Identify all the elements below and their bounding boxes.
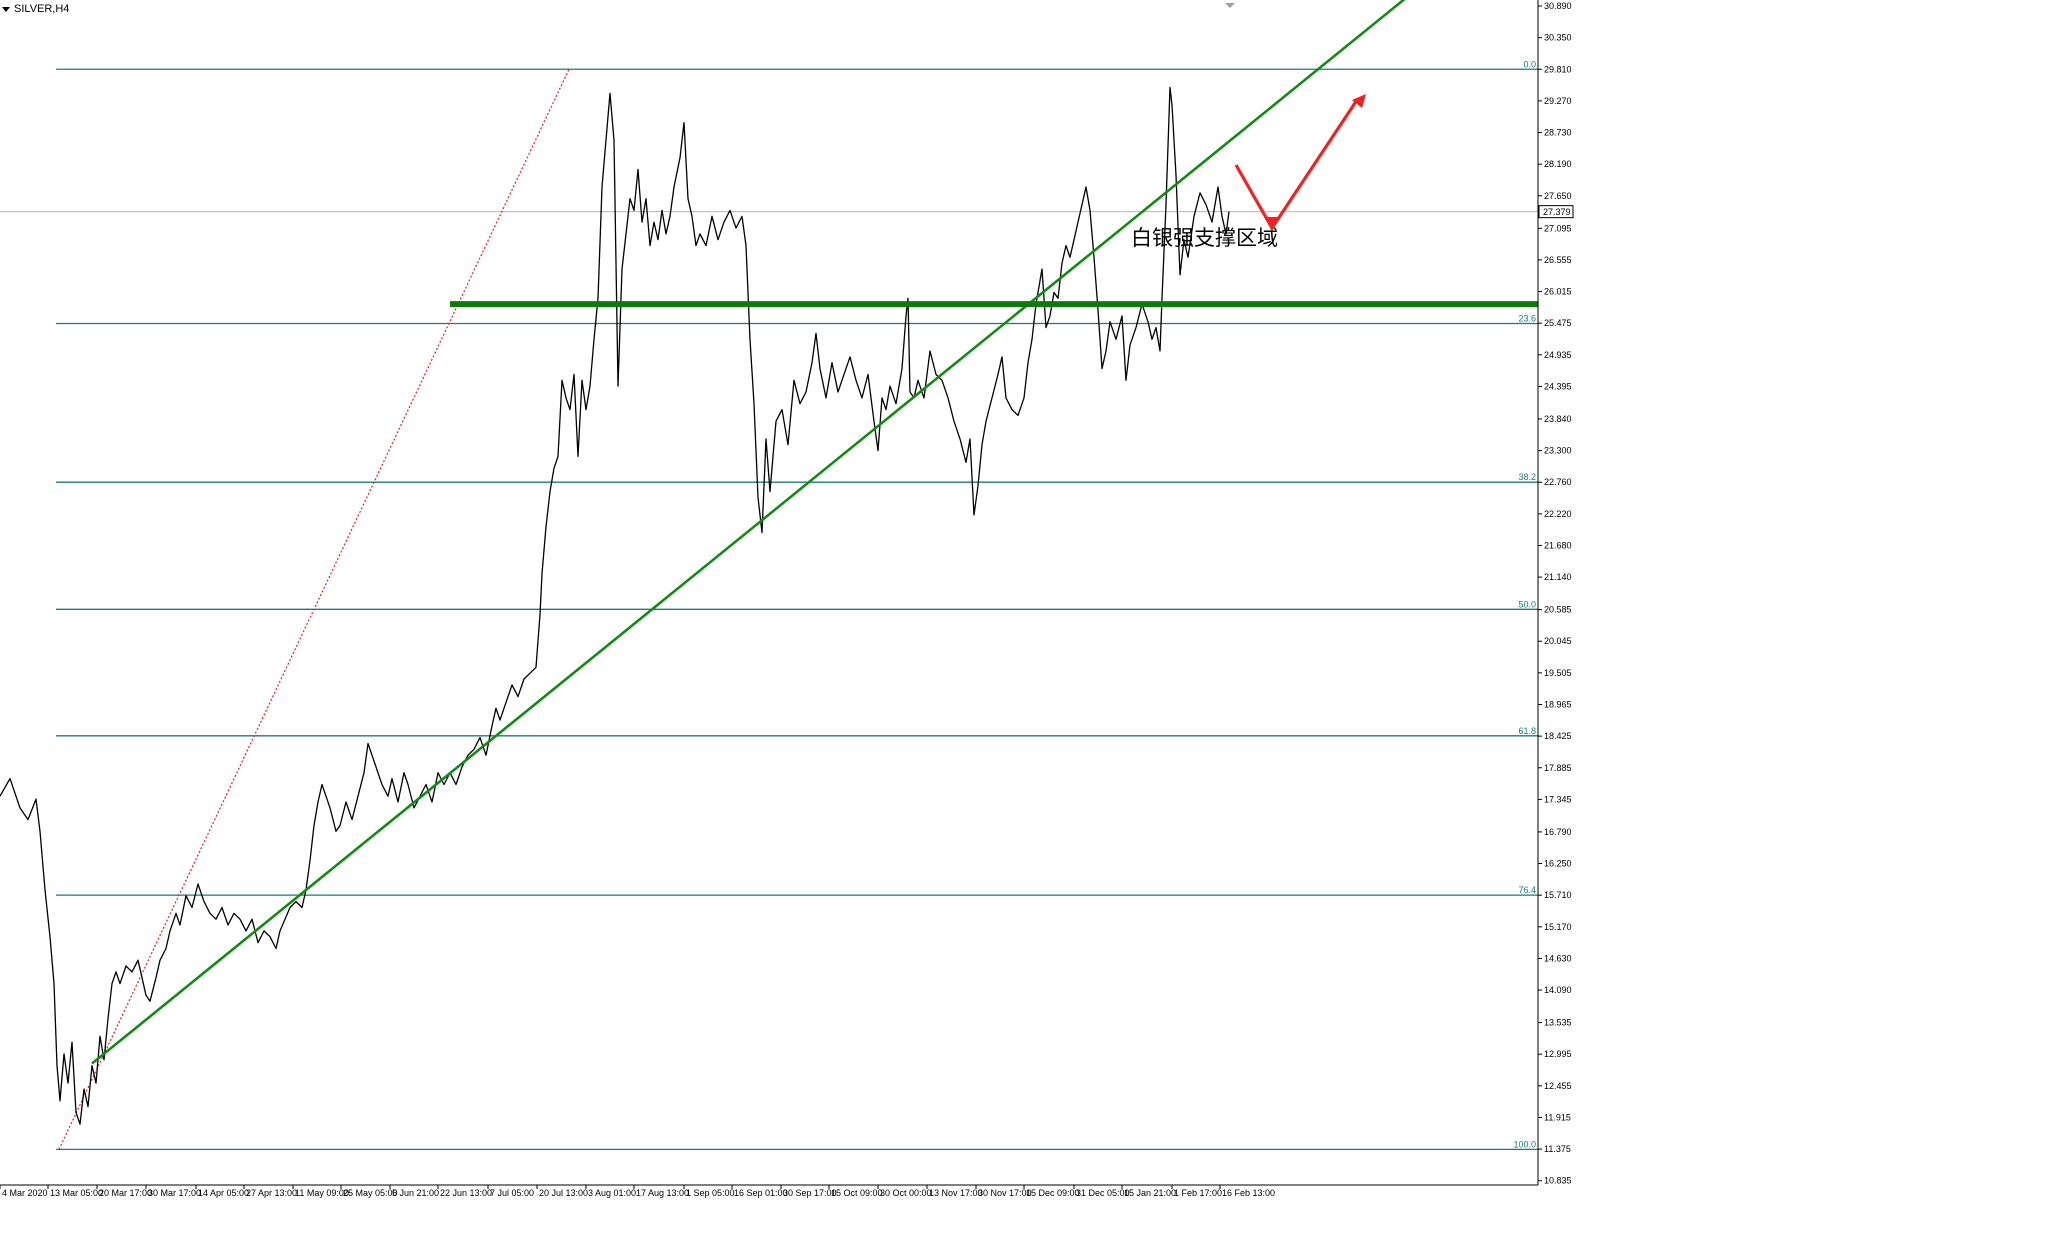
price-tick-label: 28.190 bbox=[1544, 159, 1572, 169]
price-tick-label: 12.995 bbox=[1544, 1049, 1572, 1059]
time-tick-label: 25 May 05:00 bbox=[343, 1188, 398, 1198]
time-tick-label: 30 Nov 17:00 bbox=[978, 1188, 1032, 1198]
time-tick-label: 4 Mar 2020 bbox=[2, 1188, 48, 1198]
price-tick-label: 20.045 bbox=[1544, 636, 1572, 646]
price-series-group bbox=[0, 86, 1230, 1125]
price-tick-label: 12.455 bbox=[1544, 1081, 1572, 1091]
fib-level-label: 61.8 bbox=[1518, 726, 1536, 736]
current-price-label: 27.379 bbox=[1543, 207, 1571, 217]
price-tick-label: 11.915 bbox=[1544, 1112, 1571, 1122]
fibonacci-levels: 0.0 23.6 38.2 50.0 61.8 76.4 100.0 bbox=[56, 59, 1538, 1151]
price-tick-label: 11.375 bbox=[1544, 1144, 1571, 1154]
fib-level-label: 23.6 bbox=[1518, 313, 1536, 323]
arrow-head-up bbox=[1352, 94, 1366, 108]
price-tick-label: 27.650 bbox=[1544, 191, 1572, 201]
fib-baseline bbox=[58, 69, 570, 1150]
price-tick-label: 30.890 bbox=[1544, 1, 1572, 11]
price-tick-label: 21.680 bbox=[1544, 540, 1572, 550]
time-tick-label: 20 Jul 13:00 bbox=[539, 1188, 588, 1198]
time-tick-label: 3 Aug 01:00 bbox=[588, 1188, 636, 1198]
fib-level-label: 100.0 bbox=[1513, 1139, 1536, 1149]
time-tick-label: 1 Feb 17:00 bbox=[1174, 1188, 1222, 1198]
price-tick-label: 14.090 bbox=[1544, 985, 1572, 995]
dropdown-triangle-icon bbox=[2, 6, 10, 12]
time-tick-label: 30 Mar 17:00 bbox=[148, 1188, 201, 1198]
price-axis: 30.890 30.350 29.810 29.270 28.730 28.190 27.6… bbox=[1538, 1, 1574, 1186]
time-tick-label: 5 Jun 21:00 bbox=[392, 1188, 439, 1198]
fib-level-label: 76.4 bbox=[1518, 885, 1536, 895]
price-tick-label: 26.015 bbox=[1544, 287, 1572, 297]
time-tick-label: 15 Oct 09:00 bbox=[831, 1188, 883, 1198]
price-tick-label: 28.730 bbox=[1544, 128, 1572, 138]
time-tick-label: 15 Dec 09:00 bbox=[1026, 1188, 1080, 1198]
time-tick-label: 15 Jan 21:00 bbox=[1124, 1188, 1176, 1198]
fib-level-label: 50.0 bbox=[1518, 599, 1536, 609]
time-tick-label: 27 Apr 13:00 bbox=[246, 1188, 297, 1198]
price-tick-label: 27.095 bbox=[1544, 223, 1572, 233]
price-tick-label: 29.270 bbox=[1544, 96, 1572, 106]
time-tick-label: 20 Mar 17:00 bbox=[99, 1188, 152, 1198]
price-tick-label: 17.885 bbox=[1544, 763, 1572, 773]
trendline bbox=[91, 0, 1406, 1065]
chart-frame bbox=[0, 0, 1539, 1186]
price-tick-label: 14.630 bbox=[1544, 953, 1572, 963]
price-tick-label: 10.835 bbox=[1544, 1176, 1572, 1186]
time-tick-label: 30 Oct 00:00 bbox=[880, 1188, 932, 1198]
symbol-label: SILVER,H4 bbox=[14, 3, 70, 15]
price-tick-label: 23.300 bbox=[1544, 446, 1572, 456]
time-tick-label: 31 Dec 05:00 bbox=[1076, 1188, 1130, 1198]
price-tick-label: 22.760 bbox=[1544, 477, 1572, 487]
time-tick-label: 13 Mar 05:00 bbox=[50, 1188, 103, 1198]
price-tick-label: 15.170 bbox=[1544, 922, 1572, 932]
trendline-group bbox=[91, 0, 1406, 1065]
price-tick-label: 15.710 bbox=[1544, 890, 1572, 900]
projection-arrow-path bbox=[1234, 99, 1359, 232]
chart-shift-icon bbox=[1225, 3, 1235, 8]
fib-level-label: 38.2 bbox=[1518, 472, 1536, 482]
symbol-selector[interactable]: SILVER,H4 bbox=[2, 3, 69, 15]
time-tick-label: 30 Sep 17:00 bbox=[783, 1188, 837, 1198]
price-tick-label: 13.535 bbox=[1544, 1018, 1572, 1028]
price-tick-label: 19.505 bbox=[1544, 668, 1572, 678]
time-tick-label: 14 Apr 05:00 bbox=[198, 1188, 249, 1198]
price-tick-label: 21.140 bbox=[1544, 572, 1572, 582]
support-zone-annotation: 白银强支撑区域 bbox=[1131, 227, 1278, 250]
price-line bbox=[0, 86, 1230, 1125]
fib-baseline-group bbox=[58, 69, 570, 1150]
price-tick-label: 16.250 bbox=[1544, 859, 1572, 869]
time-tick-label: 1 Sep 05:00 bbox=[686, 1188, 735, 1198]
arrow-head-down bbox=[1264, 217, 1279, 230]
price-tick-label: 16.790 bbox=[1544, 827, 1572, 837]
price-tick-label: 18.965 bbox=[1544, 699, 1572, 709]
annotation-group: 白银强支撑区域 bbox=[1131, 94, 1366, 250]
time-tick-label: 16 Feb 13:00 bbox=[1222, 1188, 1275, 1198]
price-tick-label: 29.810 bbox=[1544, 64, 1572, 74]
time-tick-label: 7 Jul 05:00 bbox=[490, 1188, 534, 1198]
price-tick-label: 20.585 bbox=[1544, 605, 1572, 615]
time-tick-label: 22 Jun 13:00 bbox=[440, 1188, 492, 1198]
price-tick-label: 22.220 bbox=[1544, 509, 1572, 519]
fib-level-label: 0.0 bbox=[1523, 59, 1536, 69]
current-price-box bbox=[1538, 205, 1574, 219]
price-tick-label: 24.935 bbox=[1544, 350, 1572, 360]
price-tick-label: 25.475 bbox=[1544, 318, 1572, 328]
price-tick-label: 30.350 bbox=[1544, 33, 1572, 43]
price-tick-label: 24.395 bbox=[1544, 381, 1572, 391]
price-tick-label: 18.425 bbox=[1544, 731, 1572, 741]
time-tick-label: 13 Nov 17:00 bbox=[929, 1188, 983, 1198]
price-tick-label: 17.345 bbox=[1544, 794, 1572, 804]
time-tick-label: 11 May 09:00 bbox=[295, 1188, 349, 1198]
time-tick-label: 16 Sep 01:00 bbox=[734, 1188, 788, 1198]
price-tick-label: 26.555 bbox=[1544, 255, 1572, 265]
time-tick-label: 17 Aug 13:00 bbox=[636, 1188, 689, 1198]
price-tick-label: 23.840 bbox=[1544, 414, 1572, 424]
